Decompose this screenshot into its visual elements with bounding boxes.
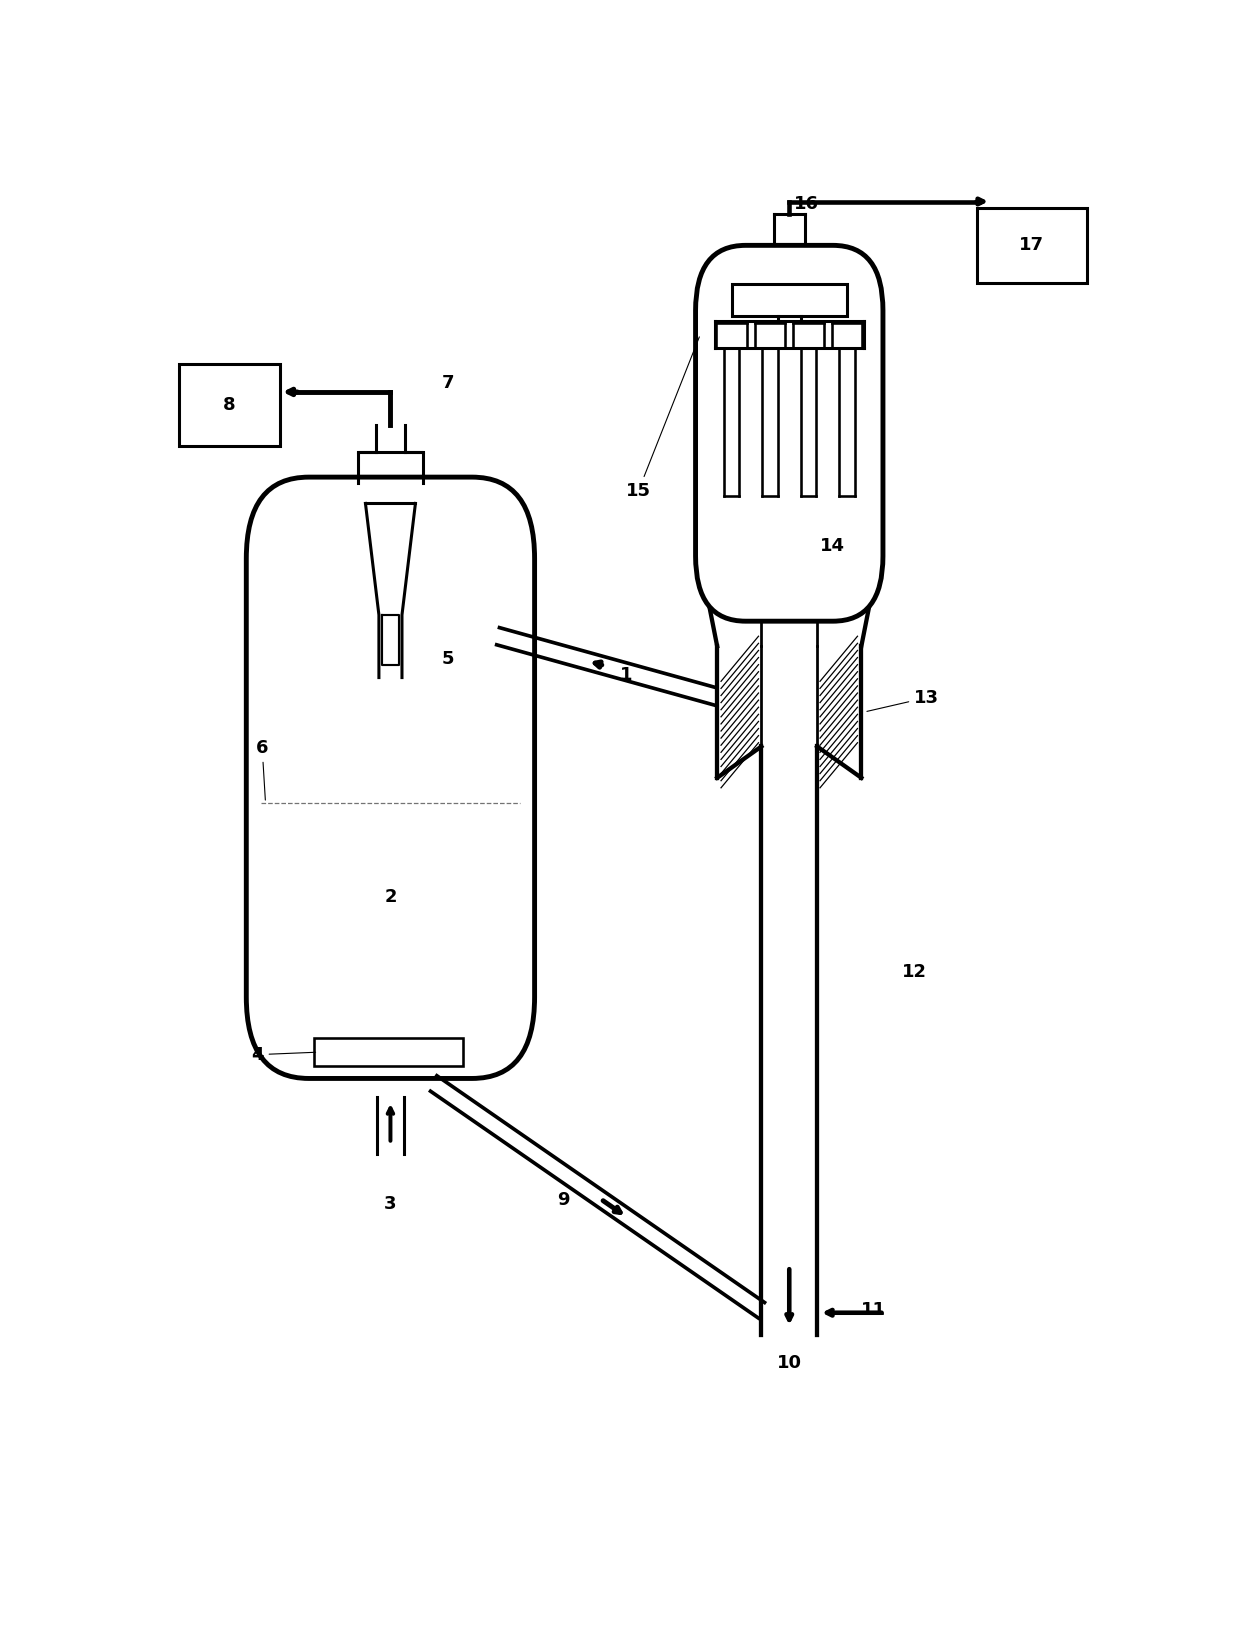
Text: 13: 13 bbox=[867, 688, 939, 711]
Text: 5: 5 bbox=[441, 649, 454, 667]
Text: 10: 10 bbox=[776, 1354, 802, 1372]
FancyBboxPatch shape bbox=[247, 477, 534, 1079]
Bar bbox=[977, 208, 1087, 283]
Text: 11: 11 bbox=[862, 1302, 887, 1319]
Text: 14: 14 bbox=[820, 537, 844, 555]
Text: 16: 16 bbox=[794, 195, 820, 213]
Bar bbox=[314, 1038, 463, 1066]
Text: 4: 4 bbox=[250, 1046, 316, 1064]
Text: 7: 7 bbox=[441, 374, 454, 392]
Bar bbox=[732, 285, 847, 316]
Text: 1: 1 bbox=[620, 665, 632, 683]
FancyBboxPatch shape bbox=[696, 246, 883, 622]
Text: 8: 8 bbox=[223, 395, 236, 415]
Text: 6: 6 bbox=[255, 739, 268, 800]
Text: 12: 12 bbox=[901, 963, 926, 981]
Text: 3: 3 bbox=[384, 1194, 397, 1212]
Text: 9: 9 bbox=[557, 1191, 569, 1209]
Text: 2: 2 bbox=[384, 888, 397, 906]
Bar bbox=[179, 364, 280, 446]
Text: 17: 17 bbox=[1019, 236, 1044, 254]
Text: 15: 15 bbox=[626, 337, 699, 499]
